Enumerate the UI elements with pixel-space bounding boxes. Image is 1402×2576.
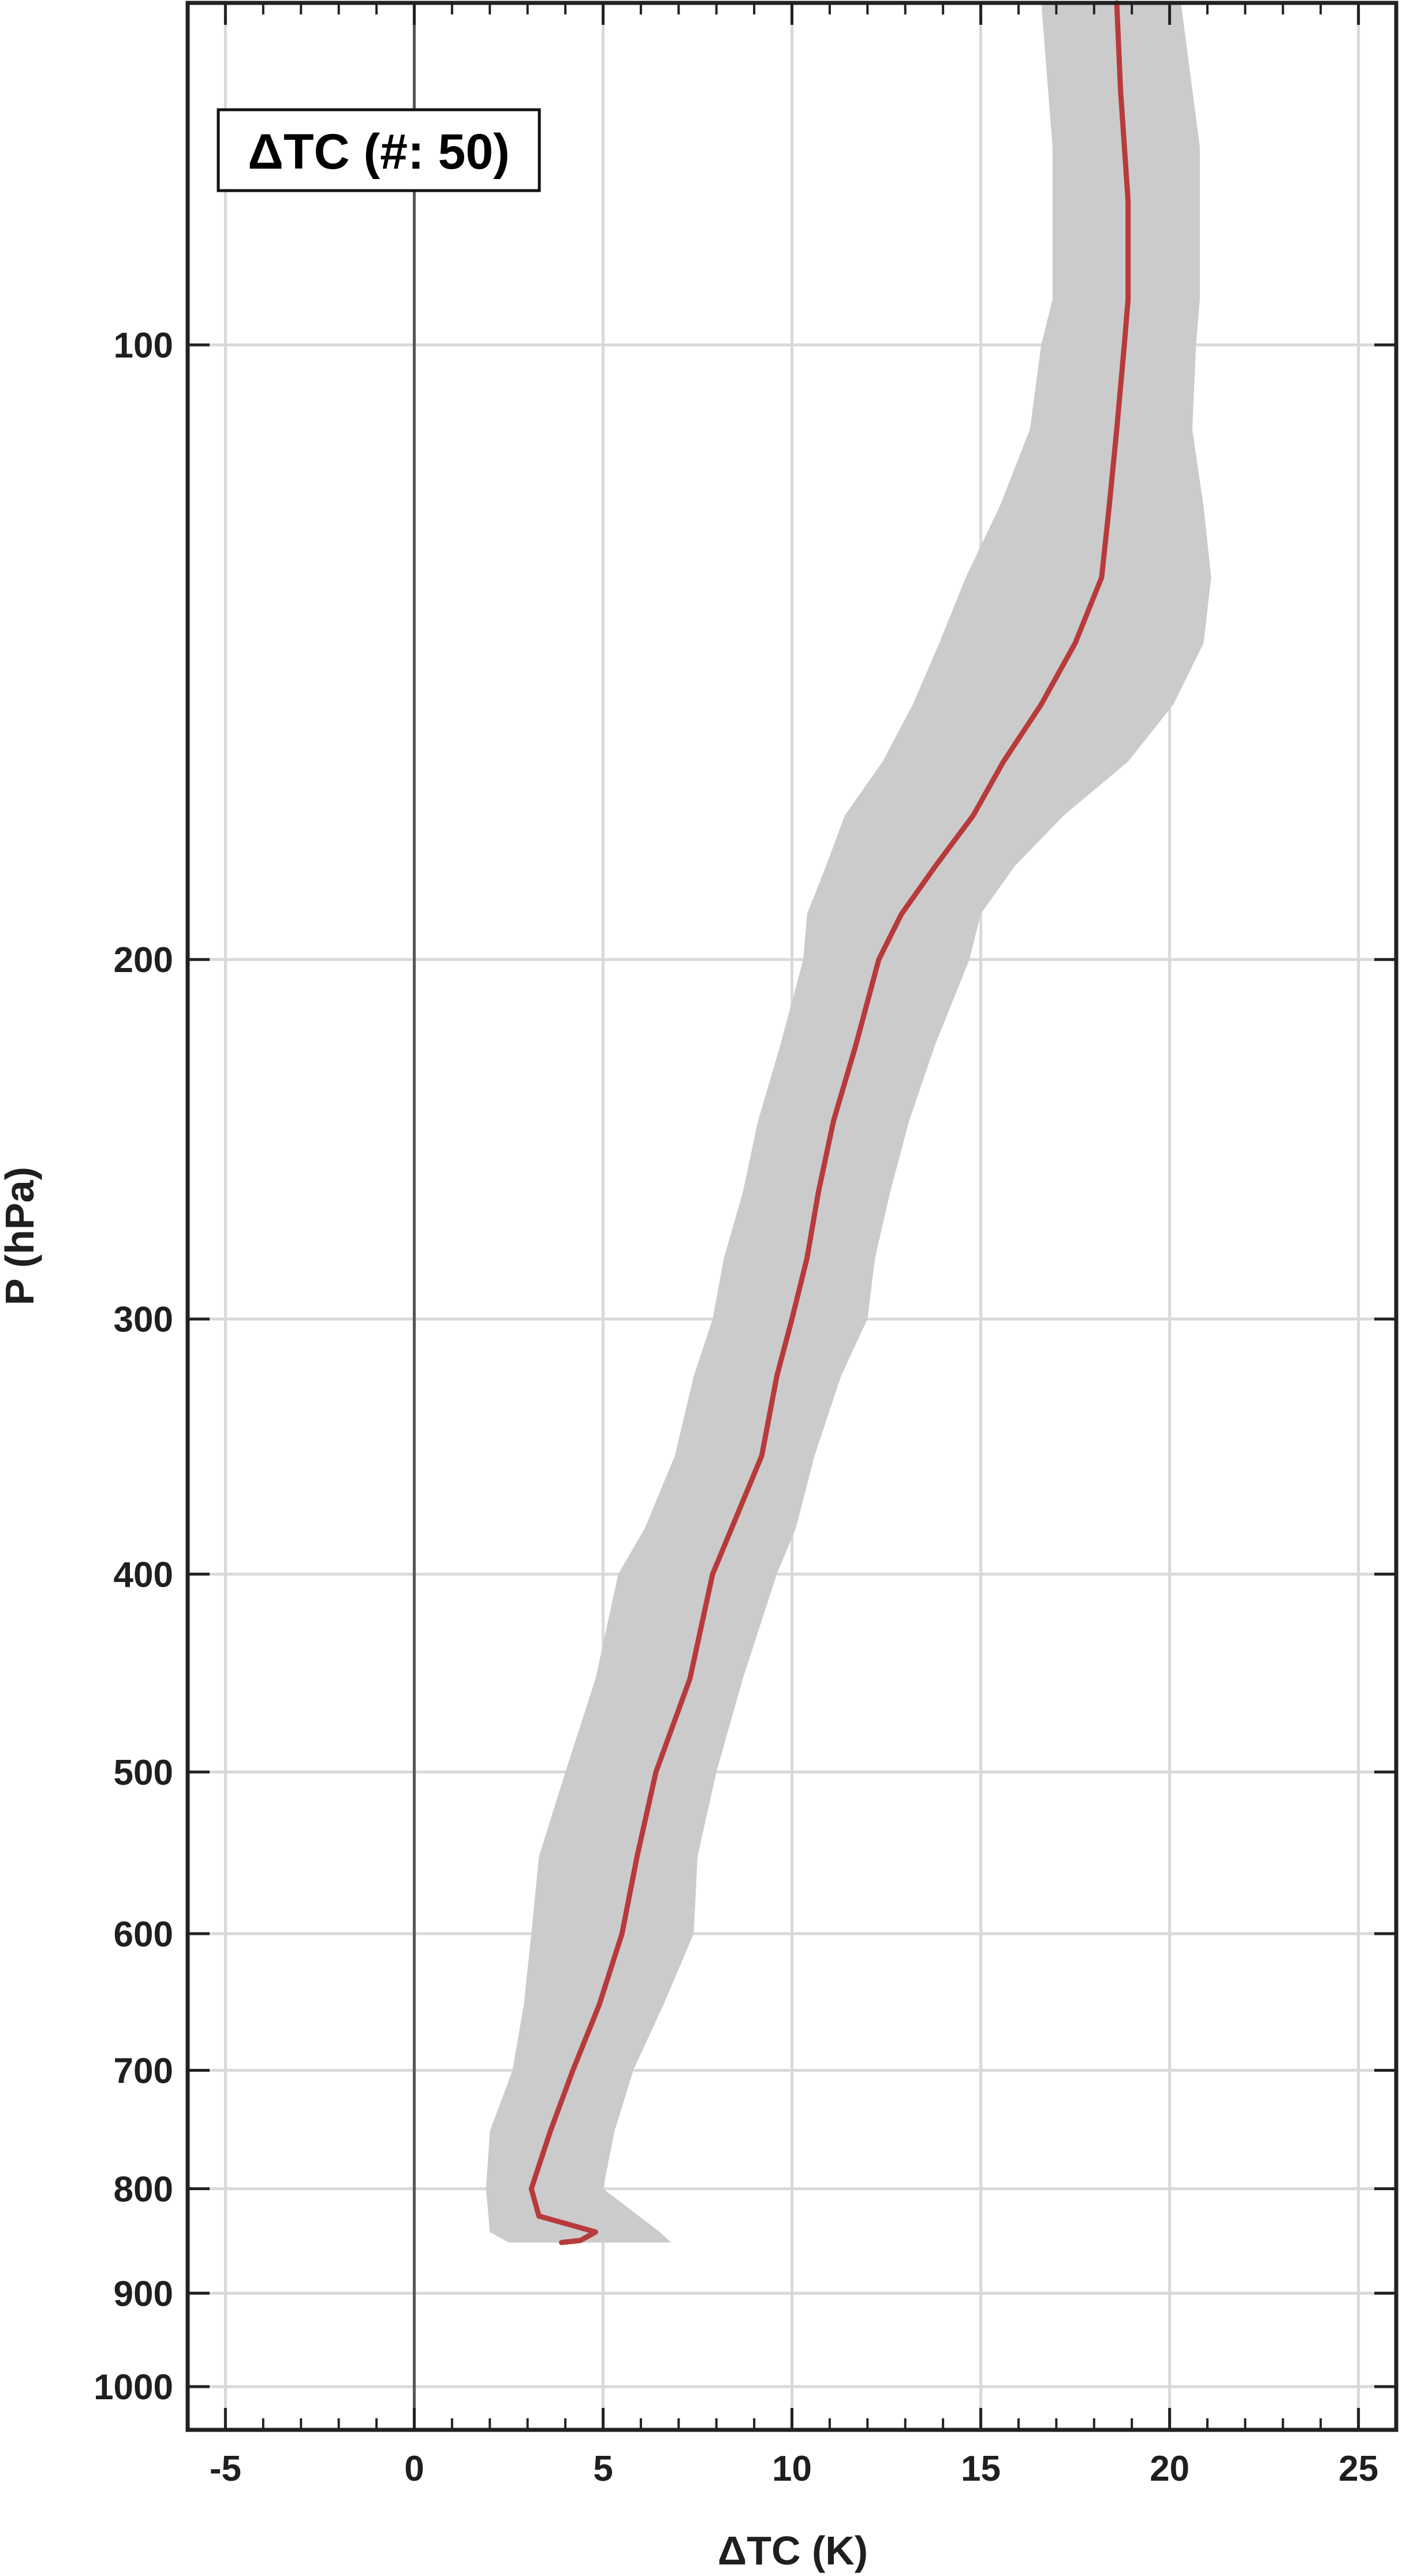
tick-labels: -5 0 5 10 15 20 25 100 200 300 400 500 600 700 800 900 1… — [94, 326, 1378, 2489]
mean-series-line — [528, 0, 1131, 2246]
y-tick-label: 100 — [114, 326, 173, 366]
legend-label: ΔTC (#: 50) — [248, 124, 510, 180]
x-tick-label: 5 — [593, 2449, 613, 2489]
y-tick-label: 300 — [114, 1300, 173, 1340]
legend-box: ΔTC (#: 50) — [217, 108, 541, 192]
y-tick-label: 800 — [114, 2170, 173, 2210]
x-tick-label: 10 — [772, 2449, 812, 2489]
y-axis-title: P (hPa) — [0, 1167, 42, 1305]
x-axis-title: ΔTC (K) — [718, 2528, 868, 2573]
legend-frame — [217, 108, 541, 192]
mean-line — [528, 0, 1131, 2246]
y-tick-label: 200 — [114, 940, 173, 980]
y-tick-label: 1000 — [94, 2367, 173, 2407]
x-tick-label: 20 — [1150, 2449, 1190, 2489]
y-tick-label: 500 — [114, 1753, 173, 1793]
y-tick-label: 600 — [114, 1915, 173, 1955]
y-tick-label: 400 — [114, 1555, 173, 1595]
y-tick-label: 700 — [114, 2052, 173, 2091]
x-tick-label: 0 — [404, 2449, 424, 2489]
x-tick-label: -5 — [210, 2449, 241, 2489]
spread-band — [486, 3, 1211, 2243]
y-tick-label: 900 — [114, 2274, 173, 2314]
axis-ticks — [187, 3, 1397, 2430]
spread-band-area — [486, 3, 1211, 2243]
x-tick-label: 15 — [961, 2449, 1001, 2489]
x-tick-label: 25 — [1338, 2449, 1378, 2489]
